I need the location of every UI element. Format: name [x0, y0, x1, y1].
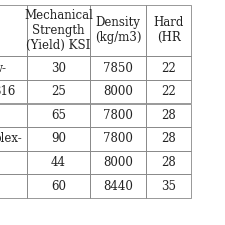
Bar: [27, 174, 90, 198]
Text: plex-: plex-: [0, 133, 22, 145]
Text: 90: 90: [51, 133, 66, 145]
Text: 22: 22: [161, 62, 176, 74]
Bar: [90, 56, 146, 80]
Bar: [27, 80, 90, 104]
Bar: [0, 174, 27, 198]
Text: 7800: 7800: [103, 109, 133, 122]
Text: 22: 22: [161, 85, 176, 98]
Text: 44: 44: [51, 156, 66, 169]
Bar: [146, 104, 191, 127]
Bar: [90, 4, 146, 56]
Bar: [146, 127, 191, 151]
Bar: [146, 174, 191, 198]
Text: 35: 35: [161, 180, 176, 193]
Bar: [90, 151, 146, 174]
Bar: [146, 56, 191, 80]
Bar: [27, 56, 90, 80]
Bar: [0, 80, 27, 104]
Bar: [0, 104, 27, 127]
Bar: [90, 174, 146, 198]
Bar: [27, 127, 90, 151]
Bar: [0, 56, 27, 80]
Text: Density
(kg/m3): Density (kg/m3): [95, 16, 141, 44]
Bar: [90, 127, 146, 151]
Text: 25: 25: [51, 85, 66, 98]
Text: 65: 65: [51, 109, 66, 122]
Bar: [90, 80, 146, 104]
Bar: [27, 151, 90, 174]
Text: 316: 316: [0, 85, 16, 98]
Text: 30: 30: [51, 62, 66, 74]
Bar: [0, 4, 27, 56]
Text: 8440: 8440: [103, 180, 133, 193]
Bar: [146, 80, 191, 104]
Text: 28: 28: [161, 133, 176, 145]
Text: 7850: 7850: [103, 62, 133, 74]
Text: Mechanical
Strength
(Yield) KSI: Mechanical Strength (Yield) KSI: [24, 9, 93, 52]
Bar: [146, 4, 191, 56]
Bar: [27, 104, 90, 127]
Bar: [90, 104, 146, 127]
Bar: [0, 151, 27, 174]
Bar: [0, 127, 27, 151]
Bar: [146, 151, 191, 174]
Text: 8000: 8000: [103, 156, 133, 169]
Text: 7800: 7800: [103, 133, 133, 145]
Text: Hard
(HR: Hard (HR: [153, 16, 184, 44]
Text: 60: 60: [51, 180, 66, 193]
Text: 28: 28: [161, 109, 176, 122]
Text: 8000: 8000: [103, 85, 133, 98]
Text: 28: 28: [161, 156, 176, 169]
Bar: [27, 4, 90, 56]
Text: w-: w-: [0, 62, 7, 74]
